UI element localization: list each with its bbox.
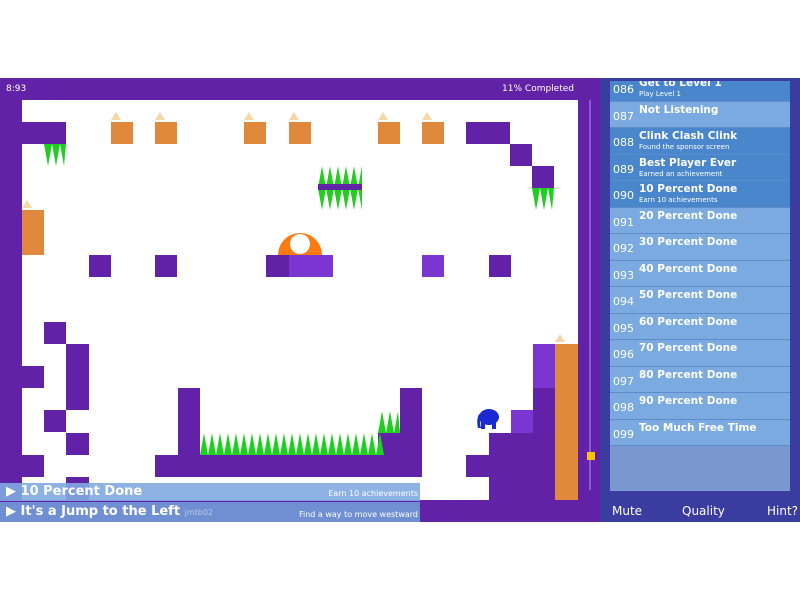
notification-title-text: It's a Jump to the Left xyxy=(20,504,181,519)
achievements-sidebar: 086 Get to Level 1 Play Level 1 087 Not List… xyxy=(600,78,800,522)
achievement-title: Too Much Free Time xyxy=(639,421,757,434)
achievement-item: 096 70 Percent Done xyxy=(610,340,790,367)
achievement-number: 087 xyxy=(613,109,634,123)
notification-achievement: ▶ 10 Percent Done Earn 10 achievements xyxy=(0,483,420,501)
level-scrollbar[interactable] xyxy=(589,100,591,490)
achievement-title: Not Listening xyxy=(639,103,719,116)
achievement-title: 90 Percent Done xyxy=(639,395,738,407)
achievement-item: 089 Best Player Ever Earned an achievement xyxy=(610,154,790,181)
notification-title: ▶ It's a Jump to the Left jmtb02 xyxy=(6,504,214,519)
mute-button[interactable]: Mute xyxy=(612,504,643,518)
achievement-item: 091 20 Percent Done xyxy=(610,207,790,234)
achievement-number: 091 xyxy=(613,215,634,229)
achievement-item: 095 60 Percent Done xyxy=(610,313,790,340)
achievement-title: 80 Percent Done xyxy=(639,368,738,381)
achievement-title: 50 Percent Done xyxy=(639,289,738,301)
notification-desc: Find a way to move westward xyxy=(298,510,418,519)
achievement-item: 087 Not Listening xyxy=(610,101,790,128)
achievement-item: 090 10 Percent Done Earn 10 achievements xyxy=(610,181,790,208)
game-level xyxy=(0,78,600,522)
achievement-item: 098 90 Percent Done xyxy=(610,393,790,420)
completion-percent: 11% Completed xyxy=(502,84,574,94)
hint-button[interactable]: Hint? xyxy=(767,504,799,518)
achievement-title: Best Player Ever xyxy=(639,156,737,169)
achievement-title: 40 Percent Done xyxy=(639,262,738,275)
achievement-item: 097 80 Percent Done xyxy=(610,366,790,393)
notification-desc: Earn 10 achievements xyxy=(328,489,418,498)
achievement-number: 088 xyxy=(613,136,634,149)
achievement-item: 094 50 Percent Done xyxy=(610,287,790,314)
achievement-number: 089 xyxy=(613,162,634,176)
achievement-number: 096 xyxy=(613,348,634,361)
achievement-title: Get to Level 1 xyxy=(639,81,722,89)
achievement-item: 092 30 Percent Done xyxy=(610,234,790,261)
achievement-number: 099 xyxy=(613,427,634,441)
achievement-number: 098 xyxy=(613,401,634,414)
elephant-icon xyxy=(477,409,499,429)
achievement-item: 093 40 Percent Done xyxy=(610,260,790,287)
walls xyxy=(22,122,555,500)
achievement-title: 70 Percent Done xyxy=(639,342,738,354)
timer: 8:93 xyxy=(6,84,27,94)
achievement-number: 097 xyxy=(613,374,634,388)
achievement-desc: Earn 10 achievements xyxy=(639,196,718,204)
achievement-title: 60 Percent Done xyxy=(639,315,738,328)
notification-title-text: 10 Percent Done xyxy=(20,484,143,499)
scroll-thumb[interactable] xyxy=(587,452,595,460)
notification-hint: ▶ It's a Jump to the Left jmtb02 Find a … xyxy=(0,502,420,522)
achievement-item: 088 Clink Clash Clink Found the sponsor sc… xyxy=(610,128,790,155)
achievement-desc: Earned an achievement xyxy=(639,169,723,178)
achievement-number: 090 xyxy=(613,189,634,202)
achievement-desc: Found the sponsor screen xyxy=(639,143,730,151)
achievement-title: 30 Percent Done xyxy=(639,236,738,248)
quality-button[interactable]: Quality xyxy=(682,504,725,518)
achievement-title: 10 Percent Done xyxy=(639,183,738,195)
achievement-number: 093 xyxy=(613,268,634,282)
achievement-number: 092 xyxy=(613,242,634,255)
achievement-list[interactable]: 086 Get to Level 1 Play Level 1 087 Not List… xyxy=(610,81,790,491)
crates xyxy=(22,122,578,500)
achievement-item: 086 Get to Level 1 Play Level 1 xyxy=(610,81,790,102)
achievement-number: 095 xyxy=(613,321,634,335)
achievement-desc: Play Level 1 xyxy=(639,90,681,98)
achievement-title: Clink Clash Clink xyxy=(639,130,738,142)
notification-title: ▶ 10 Percent Done xyxy=(6,484,143,499)
achievement-title: 20 Percent Done xyxy=(639,209,738,222)
author-tag: jmtb02 xyxy=(184,508,214,517)
achievement-number: 086 xyxy=(613,83,634,96)
achievement-number: 094 xyxy=(613,295,634,308)
achievement-item: 099 Too Much Free Time xyxy=(610,419,790,446)
